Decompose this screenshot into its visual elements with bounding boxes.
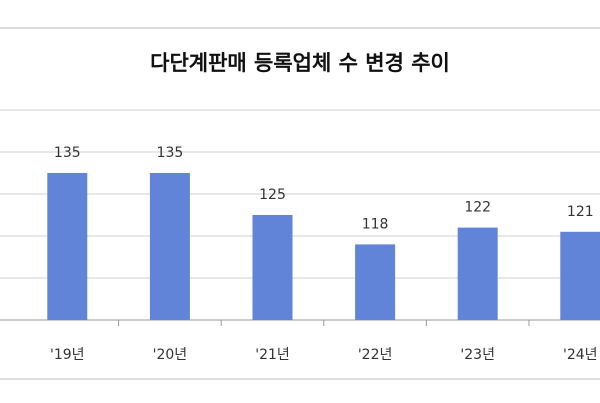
value-label: 118 xyxy=(362,216,389,232)
bar xyxy=(252,215,293,320)
value-label: 122 xyxy=(464,200,491,216)
bar xyxy=(457,227,498,320)
x-tick-label: '22년 xyxy=(358,347,393,363)
bar xyxy=(560,231,600,320)
bar xyxy=(149,173,190,320)
bar xyxy=(47,173,88,320)
value-label: 121 xyxy=(567,204,594,220)
value-label: 135 xyxy=(157,145,184,161)
chart-title: 다단계판매 등록업체 수 변경 추이 xyxy=(150,51,450,75)
x-tick-label: '24년 xyxy=(563,347,598,363)
value-label: 135 xyxy=(54,145,81,161)
value-label: 125 xyxy=(259,187,286,203)
x-tick-label: '23년 xyxy=(460,347,495,363)
bar xyxy=(355,244,396,320)
x-tick-label: '19년 xyxy=(50,347,85,363)
x-tick-label: '21년 xyxy=(255,347,290,363)
x-tick-label: '20년 xyxy=(153,347,188,363)
